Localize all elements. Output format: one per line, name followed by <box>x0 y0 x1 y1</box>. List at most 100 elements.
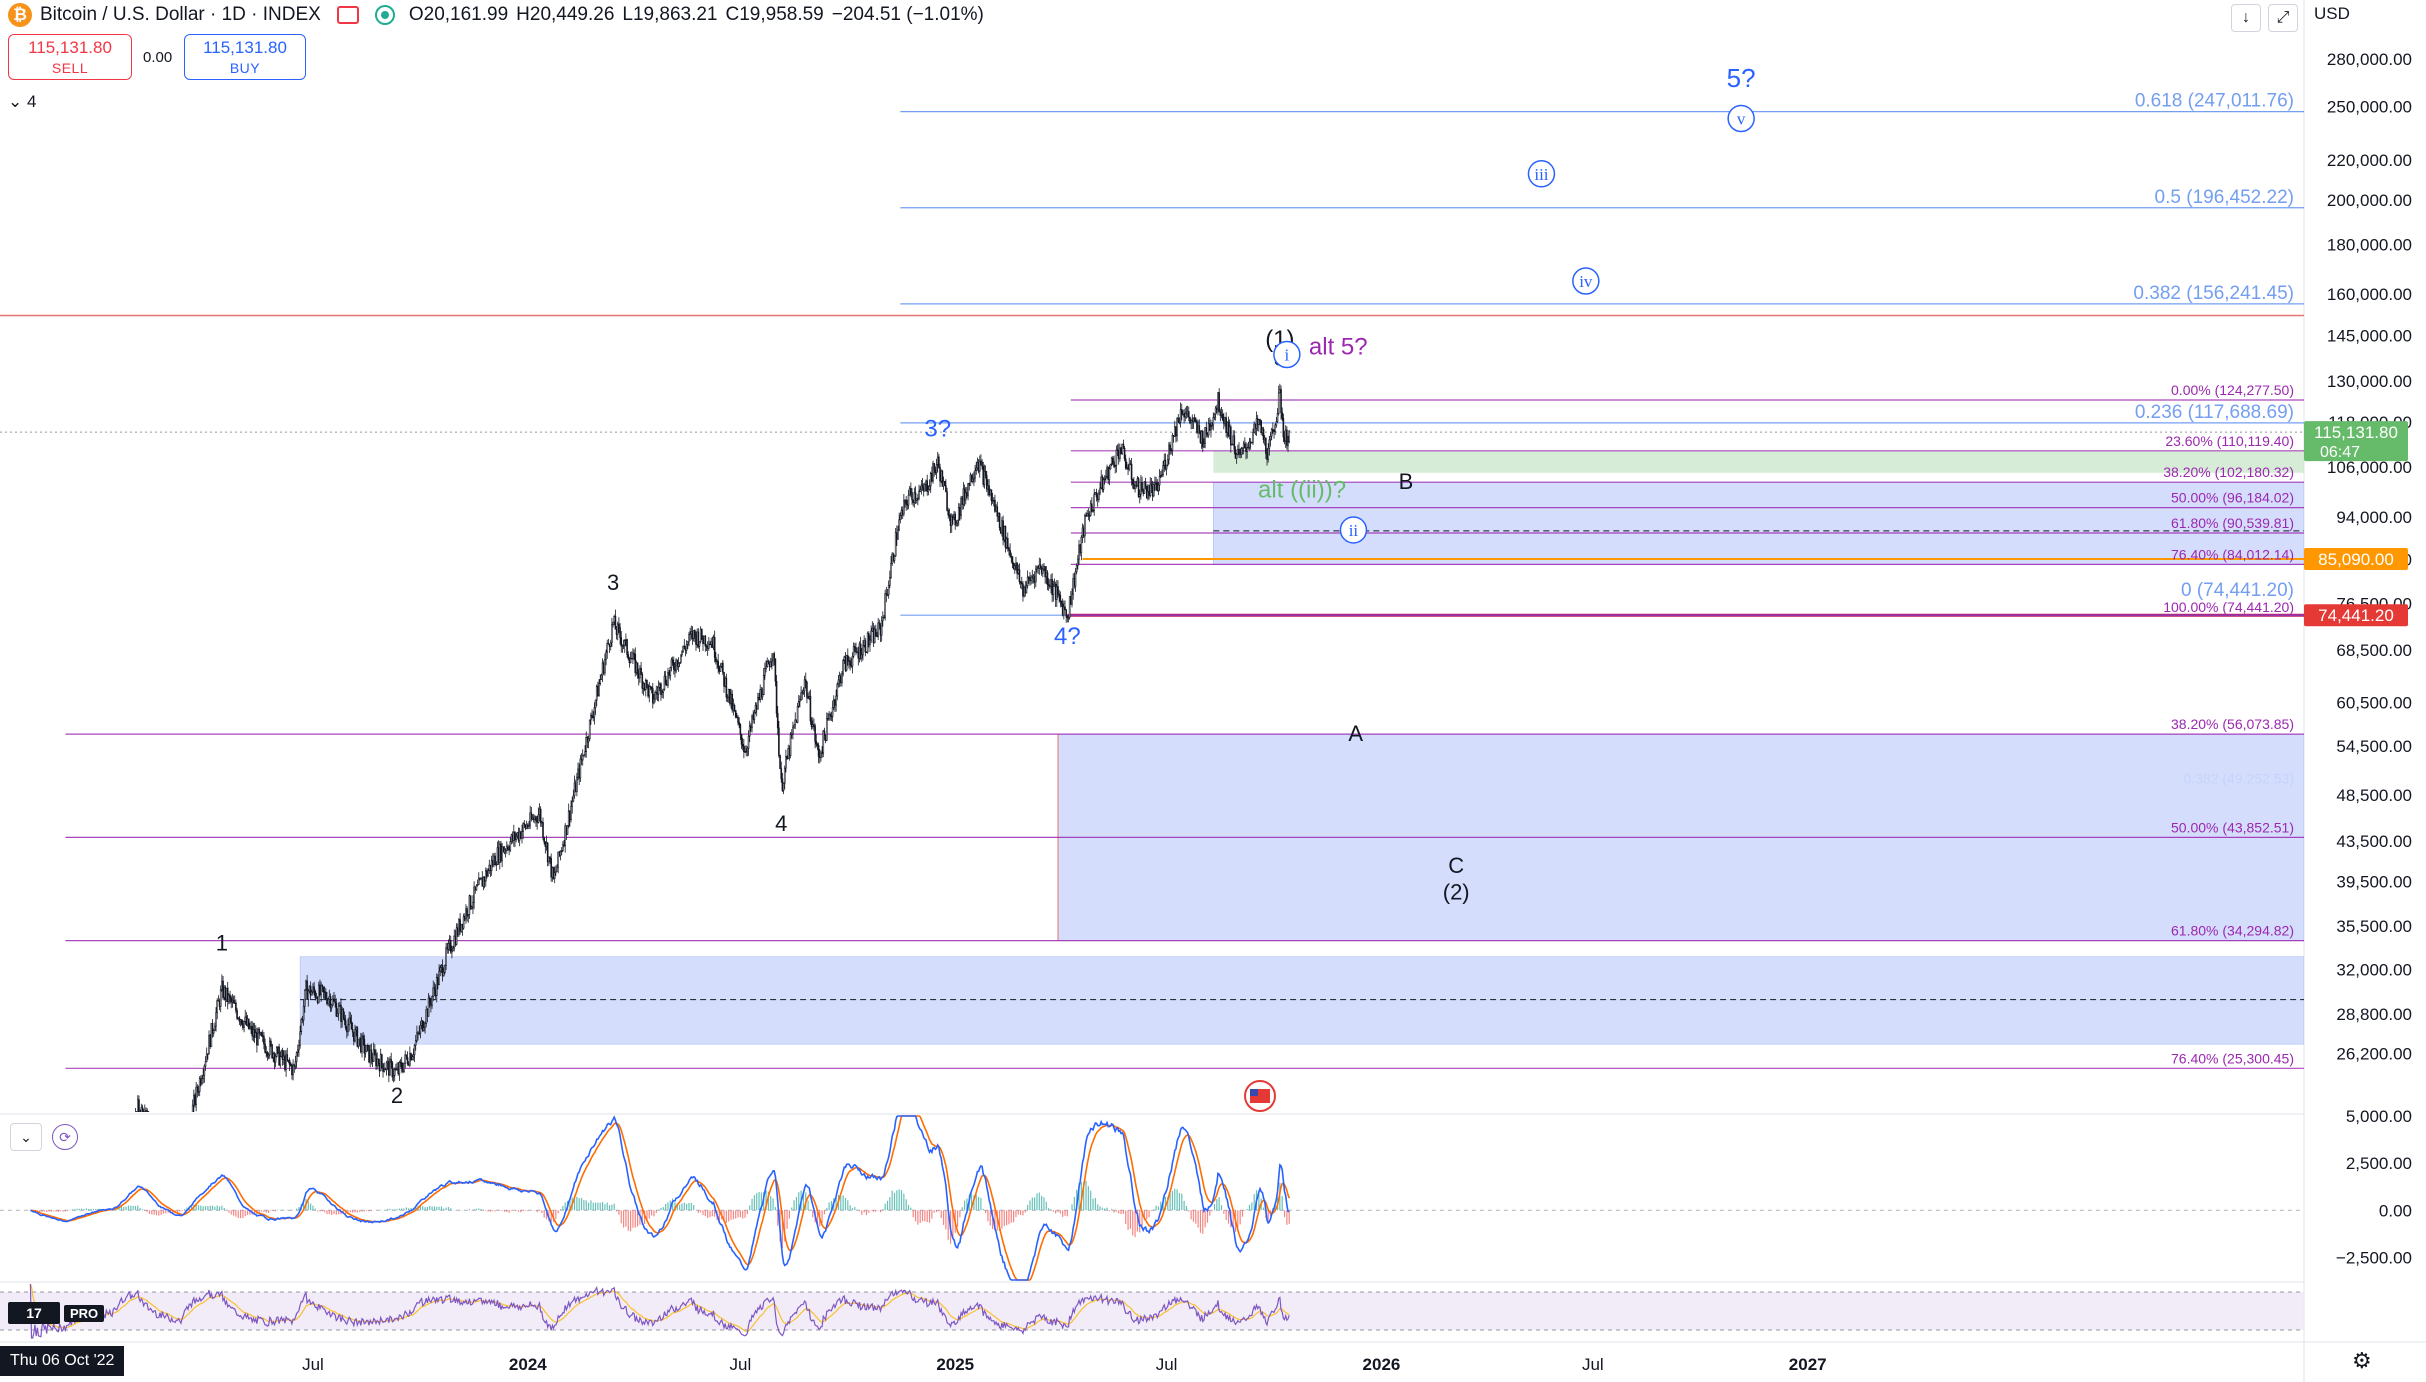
sell-button[interactable]: 115,131.80 SELL <box>8 34 132 80</box>
candle-body <box>251 1025 254 1037</box>
candle-body <box>744 751 746 753</box>
candle-body <box>460 923 463 932</box>
candle-body <box>287 1059 290 1062</box>
candle-body <box>1093 494 1095 511</box>
candle-body <box>927 489 930 492</box>
candle-body <box>1140 482 1142 495</box>
candle-body <box>1127 467 1129 470</box>
candle-body <box>1223 419 1225 424</box>
candle-body <box>1085 515 1087 517</box>
price-axis[interactable]: 280,000.00 250,000.00 220,000.00 200,000.00… <box>2304 50 2412 1064</box>
candle-body <box>557 851 559 868</box>
candle-body <box>855 647 857 653</box>
candle-body <box>1193 417 1196 421</box>
price-tick-label: 26,200.00 <box>2336 1045 2412 1064</box>
candle-body <box>264 1043 266 1053</box>
maximize-icon[interactable]: ⤢ <box>2268 4 2298 32</box>
rsi-pane[interactable] <box>0 1283 2304 1339</box>
candle-body <box>669 667 672 676</box>
candle-body <box>440 965 443 968</box>
candle-body <box>489 864 492 871</box>
candle-body <box>1179 409 1182 423</box>
candle-body <box>1058 593 1060 596</box>
candle-body <box>558 851 561 856</box>
time-tick-label: Jul <box>302 1355 324 1374</box>
fib-level-label: 0.00% (124,277.50) <box>2171 382 2294 398</box>
candle-body <box>737 717 739 723</box>
candle-body <box>1092 510 1094 512</box>
flag-icon[interactable] <box>336 6 359 24</box>
candle-body <box>201 1078 203 1084</box>
candle-body <box>634 653 637 673</box>
candle-body <box>626 639 628 655</box>
candle-body <box>517 832 520 841</box>
candle-body <box>353 1031 355 1042</box>
candle-body <box>1169 444 1171 451</box>
candle-body <box>1052 585 1055 596</box>
candle-body <box>321 984 324 988</box>
candle-body <box>1190 420 1192 424</box>
candle-body <box>335 1002 338 1017</box>
candle-body <box>870 630 872 641</box>
candle-body <box>303 989 306 1007</box>
candle-body <box>832 699 835 708</box>
candle-body <box>507 846 509 850</box>
candle-body <box>1279 389 1281 394</box>
candle-body <box>671 659 674 664</box>
candle-body <box>216 1000 219 1013</box>
candle-body <box>228 994 230 1003</box>
candle-body <box>1063 606 1065 616</box>
candle-body <box>516 832 519 837</box>
zone-box <box>1213 481 2304 565</box>
gear-icon[interactable]: ⚙ <box>2352 1348 2372 1373</box>
macd-pane[interactable]: 5,000.00 2,500.00 0.00 −2,500.00 <box>0 1107 2412 1281</box>
candle-body <box>330 1004 333 1009</box>
candle-body <box>553 872 556 879</box>
candle-body <box>301 1019 304 1021</box>
candle-body <box>1143 481 1146 494</box>
chevron-down-icon[interactable]: ⌄ <box>10 1123 42 1151</box>
candle-body <box>1115 449 1118 466</box>
candle-body <box>548 856 550 863</box>
candle-body <box>319 984 321 995</box>
symbol-title[interactable]: Bitcoin / U.S. Dollar · 1D · INDEX <box>40 4 321 25</box>
candle-body <box>861 654 863 659</box>
candle-body <box>894 532 897 557</box>
candle-body <box>1002 520 1004 541</box>
candle-body <box>279 1055 282 1066</box>
candle-body <box>745 750 748 753</box>
candle-body <box>748 725 751 737</box>
candle-body <box>1211 424 1213 428</box>
refresh-icon[interactable]: ⟳ <box>52 1124 78 1150</box>
buy-button[interactable]: 115,131.80 BUY <box>184 34 306 80</box>
candle-body <box>1196 421 1198 433</box>
candle-body <box>743 746 745 752</box>
candle-body <box>383 1069 385 1072</box>
collapse-indicators-button[interactable]: ⌄ 4 <box>8 92 36 112</box>
candle-body <box>1017 569 1020 574</box>
candle-body <box>1072 578 1074 595</box>
market-status-icon[interactable] <box>374 5 395 25</box>
currency-label[interactable]: USD <box>2314 4 2350 23</box>
candle-body <box>141 1107 144 1112</box>
candle-body <box>771 659 773 663</box>
candle-body <box>1231 444 1233 446</box>
candle-body <box>473 886 475 903</box>
candle-body <box>1087 513 1090 517</box>
candle-body <box>488 864 491 871</box>
candle-body <box>221 980 223 991</box>
candle-body <box>817 745 820 757</box>
candle-body <box>1135 485 1138 487</box>
arrow-down-icon[interactable]: ↓ <box>2231 4 2261 32</box>
price-tick-label: 130,000.00 <box>2327 372 2412 391</box>
main-pane[interactable]: 0.618 (247,011.76) 0.5 (196,452.22) 0.382 … <box>0 63 2304 1252</box>
candle-body <box>1100 476 1103 489</box>
candle-body <box>1162 465 1164 475</box>
candle-body <box>946 491 948 511</box>
time-axis[interactable]: Jul 2024 Jul 2025 Jul 2026 Jul 2027 <box>302 1355 1827 1374</box>
candle-body <box>643 683 646 691</box>
candle-body <box>740 733 743 745</box>
candle-body <box>852 646 855 657</box>
tradingview-logo: 17 PRO <box>8 1302 105 1324</box>
